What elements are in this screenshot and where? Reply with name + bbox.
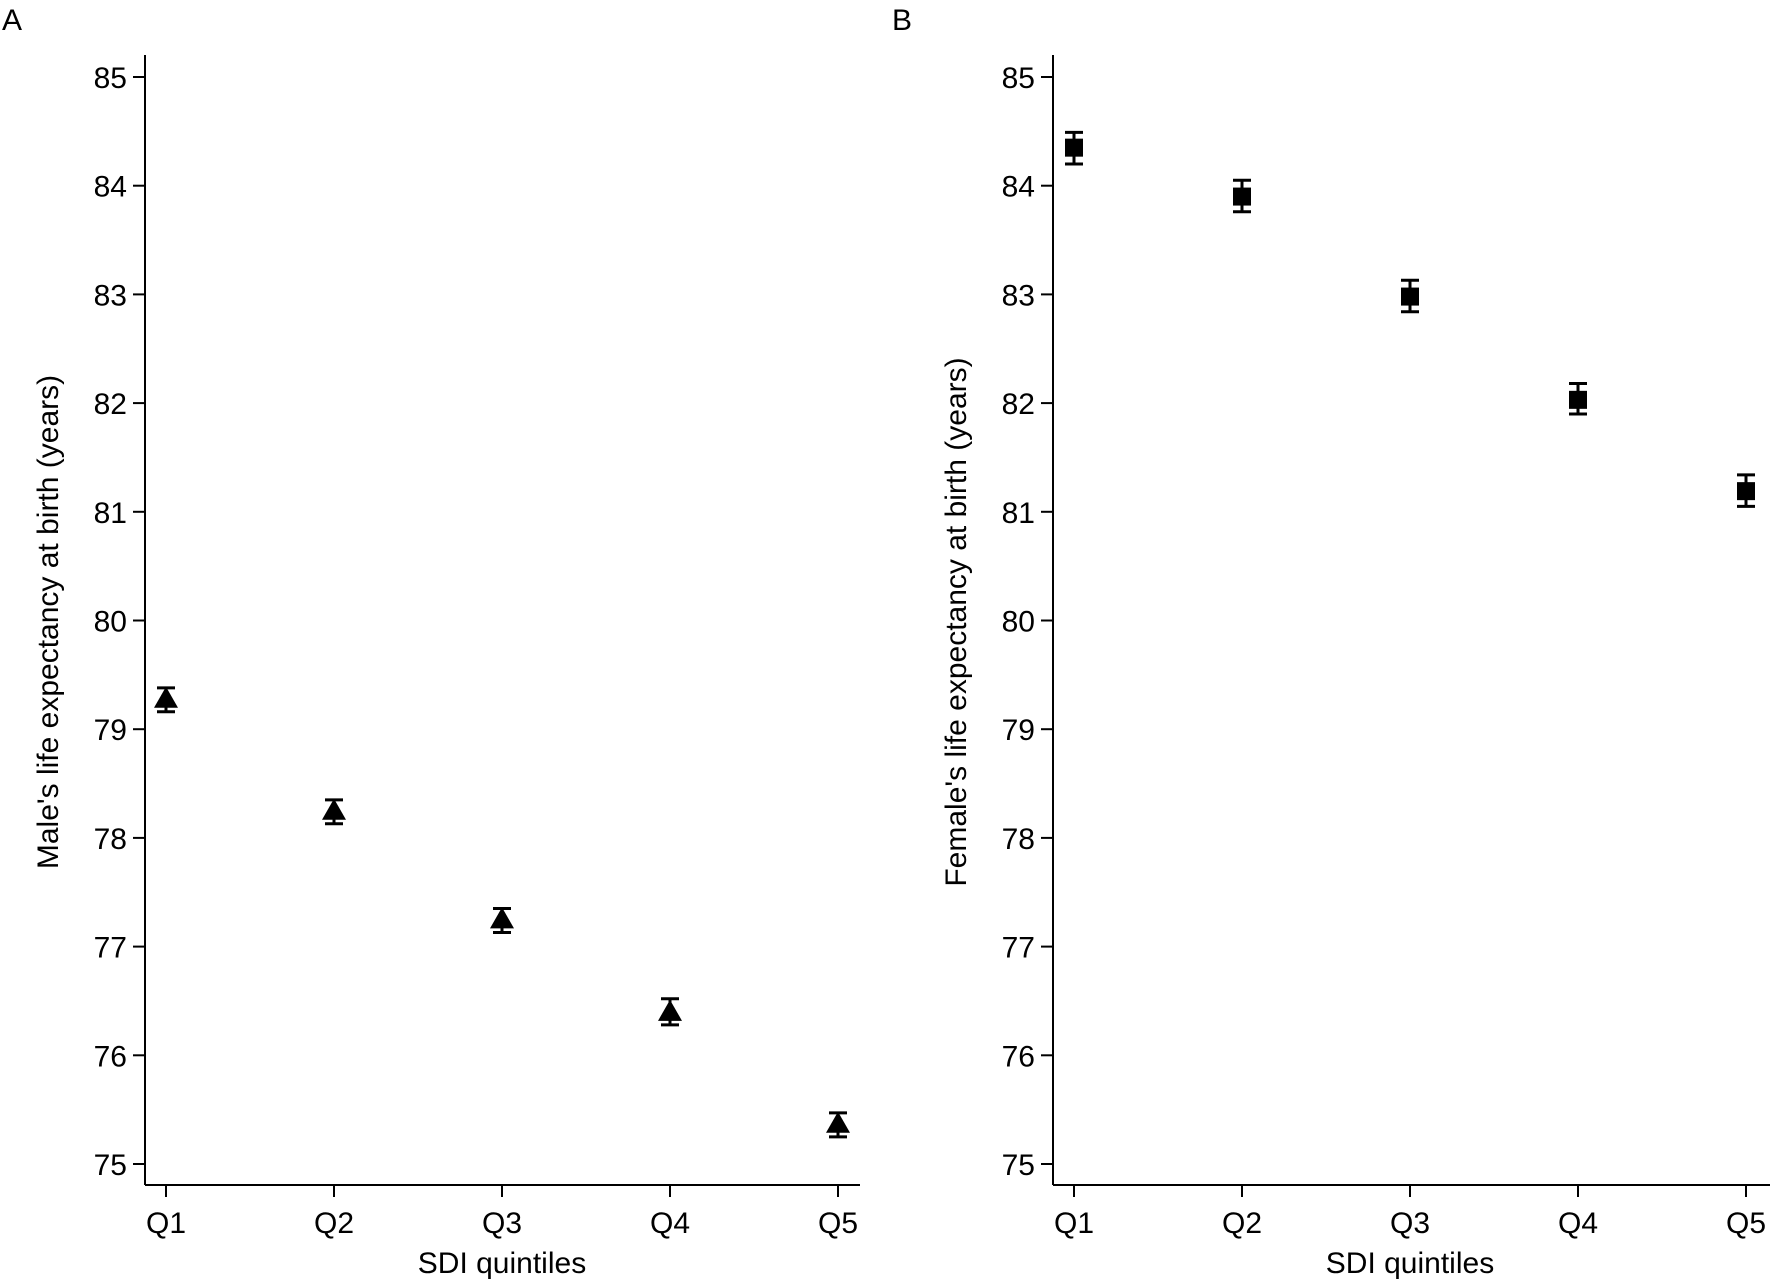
triangle-marker [658, 999, 682, 1021]
y-tick-label: 81 [94, 497, 127, 530]
panel-a: A 75 76 77 78 79 80 81 82 83 84 85 Q1 Q2 Q3 Q4 Q5 Male's … [2, 4, 860, 1280]
y-axis-title: Male's life expectancy at birth (years) [32, 375, 65, 869]
square-marker [1065, 138, 1083, 157]
x-axis-title: SDI quintiles [1326, 1247, 1494, 1280]
data-point-q3 [490, 907, 514, 934]
triangle-marker [490, 907, 514, 929]
x-tick-label: Q4 [650, 1207, 690, 1240]
y-tick-label: 75 [94, 1149, 127, 1182]
data-point-q2 [322, 798, 346, 826]
x-tick-label: Q3 [1390, 1207, 1430, 1240]
data-point-q1 [154, 686, 178, 714]
square-marker [1401, 287, 1419, 306]
data-point-q2 [1233, 178, 1251, 214]
y-tick-label: 76 [94, 1040, 127, 1073]
y-tick-label: 79 [1002, 714, 1035, 747]
x-tick-label: Q1 [146, 1207, 186, 1240]
x-tick-label: Q4 [1558, 1207, 1598, 1240]
triangle-marker [154, 686, 178, 708]
y-tick-label: 84 [1002, 171, 1035, 204]
y-tick-label: 81 [1002, 497, 1035, 530]
triangle-marker [826, 1111, 850, 1133]
y-tick-label: 83 [1002, 279, 1035, 312]
square-marker [1569, 390, 1587, 409]
y-tick-label: 79 [94, 714, 127, 747]
panel-letter: B [892, 4, 912, 37]
data-point-q1 [1065, 130, 1083, 166]
data-point-q4 [1569, 382, 1587, 416]
y-tick-label: 85 [94, 62, 127, 95]
y-tick-label: 78 [1002, 823, 1035, 856]
x-tick-label: Q3 [482, 1207, 522, 1240]
y-tick-label: 77 [94, 932, 127, 965]
y-tick-label: 80 [1002, 606, 1035, 639]
y-tick-label: 85 [1002, 62, 1035, 95]
y-tick-label: 76 [1002, 1040, 1035, 1073]
y-axis-title: Female's life expectancy at birth (years… [940, 357, 973, 886]
x-tick-label: Q1 [1054, 1207, 1094, 1240]
y-tick-label: 77 [1002, 932, 1035, 965]
y-tick-label: 83 [94, 279, 127, 312]
y-tick-label: 82 [94, 388, 127, 421]
data-point-q3 [1401, 278, 1419, 314]
x-tick-label: Q2 [314, 1207, 354, 1240]
square-marker [1737, 482, 1755, 501]
x-tick-label: Q5 [1726, 1207, 1766, 1240]
data-point-q4 [658, 997, 682, 1027]
y-tick-label: 75 [1002, 1149, 1035, 1182]
y-tick-label: 84 [94, 171, 127, 204]
x-axis-title: SDI quintiles [418, 1247, 586, 1280]
panel-b: B 75 76 77 78 79 80 81 82 83 84 85 Q1 Q2 Q3 Q4 Q5 Female'… [892, 4, 1770, 1280]
panel-letter: A [2, 4, 22, 37]
y-tick-label: 82 [1002, 388, 1035, 421]
x-tick-label: Q2 [1222, 1207, 1262, 1240]
data-point-q5 [1737, 473, 1755, 508]
y-tick-label: 80 [94, 606, 127, 639]
triangle-marker [322, 798, 346, 820]
x-tick-label: Q5 [818, 1207, 858, 1240]
y-tick-label: 78 [94, 823, 127, 856]
square-marker [1233, 187, 1251, 206]
data-point-q5 [826, 1111, 850, 1139]
